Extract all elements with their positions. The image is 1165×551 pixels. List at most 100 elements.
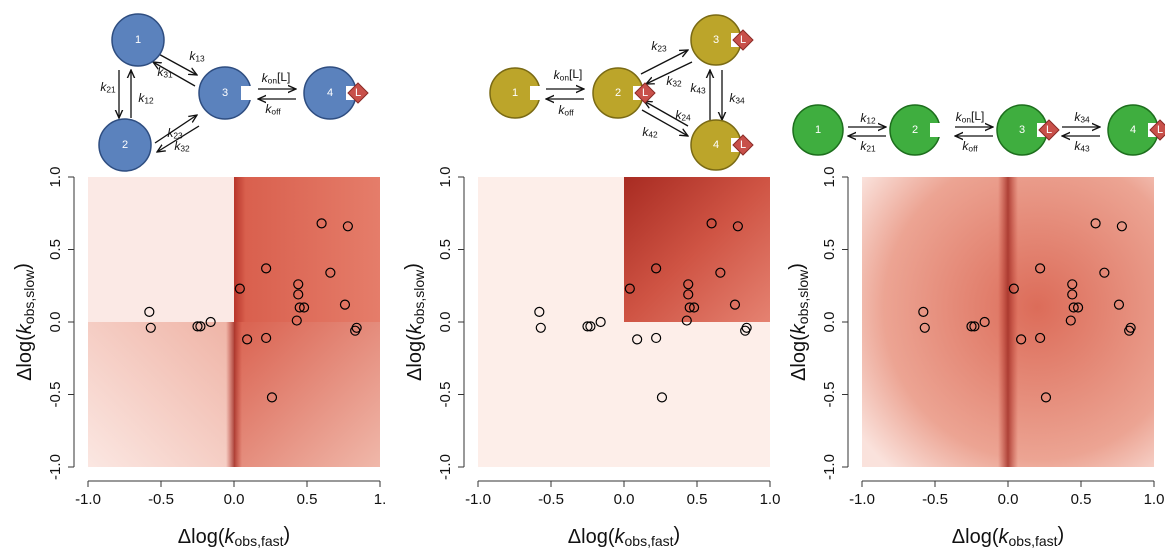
rate-label: kon[L] xyxy=(956,109,985,125)
x-tick-label: -1.0 xyxy=(849,491,875,508)
x-axis-title: Δlog(kobs,fast) xyxy=(952,524,1064,548)
ligand-label: L xyxy=(642,87,648,99)
rate-label: k32 xyxy=(174,139,190,154)
rate-label-part: 34 xyxy=(735,96,745,106)
x-axis-title: Δlog(kobs,fast) xyxy=(178,524,290,548)
x-tick-label: -0.5 xyxy=(922,491,948,508)
rate-label: koff xyxy=(265,102,281,117)
x-tick-label: -0.5 xyxy=(538,491,564,508)
node-label: 3 xyxy=(713,34,719,46)
x-axis-title-part: ) xyxy=(1058,524,1065,546)
x-axis-title-part: ) xyxy=(284,524,291,546)
x-tick-label: 0.0 xyxy=(998,491,1019,508)
rate-label-part: 12 xyxy=(144,96,154,106)
rate-label-part: 21 xyxy=(106,85,116,95)
node-label: 4 xyxy=(327,87,333,99)
y-tick-label: -0.5 xyxy=(437,382,454,408)
heatmap-cell xyxy=(226,322,242,467)
y-tick-label: 1.0 xyxy=(821,167,838,188)
node-label: 4 xyxy=(1130,124,1136,136)
y-tick-label: 0.0 xyxy=(437,312,454,333)
y-tick-label: -1.0 xyxy=(821,454,838,480)
rate-label-part: 21 xyxy=(866,144,876,154)
rate-label-part: on xyxy=(268,76,278,86)
rate-label: k12 xyxy=(138,91,154,106)
rate-label-part: 23 xyxy=(657,44,667,54)
y-axis-title-part: obs,slow xyxy=(21,269,37,324)
x-axis-title-part: obs,fast xyxy=(235,533,284,549)
rate-label-part: 31 xyxy=(163,70,173,80)
y-tick-label: 0.0 xyxy=(47,312,64,333)
rate-label: k12 xyxy=(860,111,876,126)
rate-label-part: on xyxy=(560,73,570,83)
x-tick-label: -0.5 xyxy=(148,491,174,508)
y-tick-label: -1.0 xyxy=(437,454,454,480)
heatmap-cell xyxy=(234,322,380,467)
y-tick-label: 0.5 xyxy=(437,239,454,260)
rate-label: k34 xyxy=(1074,110,1090,125)
y-axis-title-part: Δlog( xyxy=(788,334,810,381)
rate-label-part: 13 xyxy=(195,54,205,64)
y-axis-title: Δlog(kobs,slow) xyxy=(786,263,810,381)
rate-label-part: 42 xyxy=(648,130,658,140)
heatmap-cell xyxy=(234,177,380,322)
x-tick-label: 1.0 xyxy=(760,491,781,508)
rate-label: k21 xyxy=(100,80,116,95)
y-axis-title: Δlog(kobs,slow) xyxy=(12,263,36,381)
rate-label-part: [L] xyxy=(569,67,582,81)
y-tick-label: -0.5 xyxy=(47,382,64,408)
rate-label-part: off xyxy=(968,144,978,154)
rate-label-part: 43 xyxy=(696,86,706,96)
y-tick-label: 0.0 xyxy=(821,312,838,333)
node-label: 2 xyxy=(912,124,918,136)
rate-label-part: 12 xyxy=(866,116,876,126)
node-label: 3 xyxy=(1019,124,1025,136)
binding-notch xyxy=(530,86,544,100)
heatmap-cell xyxy=(998,177,1018,467)
y-tick-label: 1.0 xyxy=(437,167,454,188)
rate-label: k23 xyxy=(651,39,667,54)
y-tick-label: -1.0 xyxy=(47,454,64,480)
rate-label: k13 xyxy=(189,49,205,64)
x-axis-title-part: Δlog( xyxy=(178,526,225,548)
y-axis-title: Δlog(kobs,slow) xyxy=(402,263,426,381)
y-axis-title-part: obs,slow xyxy=(411,269,427,324)
y-tick-label: 0.5 xyxy=(821,239,838,260)
rate-label: k24 xyxy=(675,108,691,123)
ligand-label: L xyxy=(355,87,361,99)
node-label: 1 xyxy=(512,87,518,99)
node-label: 1 xyxy=(815,124,821,136)
y-tick-label: 1.0 xyxy=(47,167,64,188)
rate-label-part: off xyxy=(564,108,574,118)
rate-label: k42 xyxy=(642,125,658,140)
rate-label-part: 32 xyxy=(180,144,190,154)
x-tick-label: 0.5 xyxy=(687,491,708,508)
binding-notch xyxy=(241,86,255,100)
y-axis-title-part: Δlog( xyxy=(14,334,36,381)
x-tick-label: 0.5 xyxy=(1071,491,1092,508)
x-axis-title-part: Δlog( xyxy=(952,526,999,548)
rate-label-part: 32 xyxy=(672,79,682,89)
rate-label: kon[L] xyxy=(262,70,291,86)
x-axis-title-part: obs,fast xyxy=(1009,533,1058,549)
node-label: 1 xyxy=(135,34,141,46)
rate-label-part: 24 xyxy=(681,113,691,123)
x-tick-label: 0.0 xyxy=(224,491,245,508)
rate-label: k34 xyxy=(729,91,745,106)
rate-label-part: [L] xyxy=(971,109,984,123)
rate-label: k43 xyxy=(690,81,706,96)
x-tick-label: -1.0 xyxy=(75,491,101,508)
x-axis-title: Δlog(kobs,fast) xyxy=(568,524,680,548)
node-label: 3 xyxy=(222,87,228,99)
node-label: 4 xyxy=(713,139,719,151)
heatmap-cell xyxy=(88,322,234,467)
y-tick-label: -0.5 xyxy=(821,382,838,408)
rate-label: kon[L] xyxy=(554,67,583,83)
y-axis-title-part: ) xyxy=(402,263,424,270)
rate-label-part: 43 xyxy=(1080,144,1090,154)
x-axis-title-part: ) xyxy=(674,524,681,546)
rate-label: k31 xyxy=(157,65,173,80)
y-axis-title-part: ) xyxy=(12,263,34,270)
node-label: 2 xyxy=(615,87,621,99)
rate-label-part: on xyxy=(962,115,972,125)
